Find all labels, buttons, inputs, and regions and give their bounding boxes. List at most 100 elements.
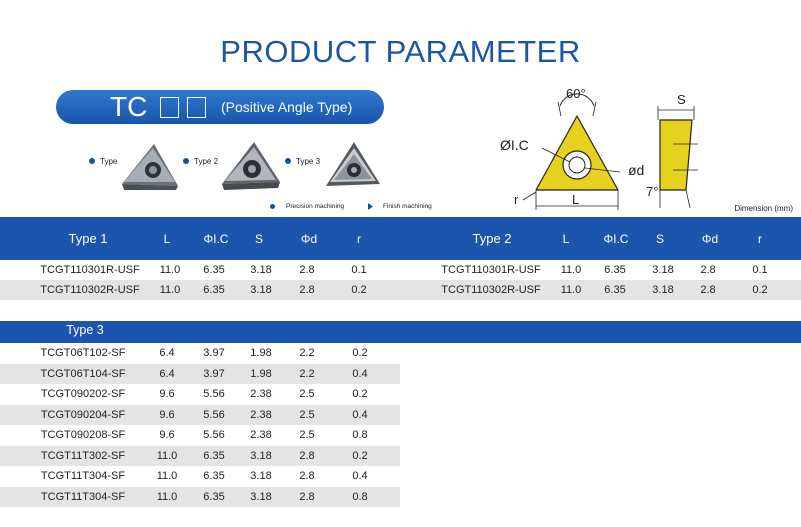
table-cell: 0.4 xyxy=(352,367,368,380)
table-cell: 3.18 xyxy=(652,264,674,276)
table-cell: 2.5 xyxy=(299,388,315,400)
table2-column-header: Φd xyxy=(701,232,719,246)
table-cell: 2.8 xyxy=(299,470,315,482)
type-bullet xyxy=(89,158,95,164)
table-cell: 2.8 xyxy=(299,284,315,296)
table-cell: 2.8 xyxy=(700,284,716,296)
table-cell: 6.4 xyxy=(159,347,175,359)
table-cell: TCGT06T104-SF xyxy=(40,367,126,380)
table-cell: 11.0 xyxy=(156,449,178,462)
table-cell: 6.4 xyxy=(159,367,175,380)
table-cell: 0.8 xyxy=(352,490,368,503)
legend-finish: Finish machining xyxy=(383,203,432,210)
table-cell: 6.35 xyxy=(203,449,225,462)
table-cell: 0.8 xyxy=(352,429,368,441)
type-bullet xyxy=(285,158,291,164)
table-cell: 2.38 xyxy=(250,408,272,421)
table-cell: TCGT090204-SF xyxy=(40,408,126,421)
table-cell: 6.35 xyxy=(203,490,225,503)
table-cell: 3.18 xyxy=(250,264,272,276)
table-cell: 0.2 xyxy=(351,284,367,296)
table-cell: 6.35 xyxy=(604,284,626,296)
table-cell: TCGT11T304-SF xyxy=(40,470,126,482)
table-cell: 9.6 xyxy=(159,408,175,421)
table-cell: 2.8 xyxy=(700,264,716,276)
table-cell: 6.35 xyxy=(203,264,225,276)
table-cell: 0.1 xyxy=(752,264,768,276)
table-cell: 2.8 xyxy=(299,264,315,276)
table-cell: 5.56 xyxy=(203,429,225,441)
table1-column-header: r xyxy=(357,232,361,246)
insert-type1-image xyxy=(122,144,178,190)
insert-dimension-diagram xyxy=(522,93,698,210)
table-cell: 0.4 xyxy=(352,470,368,482)
table-cell: 3.18 xyxy=(250,449,272,462)
table-cell: 6.35 xyxy=(203,284,225,296)
table-cell: 2.8 xyxy=(299,490,315,503)
table-cell: TCGT110302R-USF xyxy=(40,284,140,296)
table-cell: 6.35 xyxy=(203,470,225,482)
finish-triangle-icon xyxy=(368,203,373,210)
table-cell: 3.18 xyxy=(250,470,272,482)
type-badge xyxy=(56,90,384,124)
table3-header: Type 3 xyxy=(66,323,104,337)
table2-column-header: ΦI.C xyxy=(603,232,629,246)
table-cell: 2.2 xyxy=(299,367,315,380)
table-cell: 3.18 xyxy=(652,284,674,296)
l-label: L xyxy=(572,192,580,207)
table1-header: Type 1 xyxy=(68,231,108,246)
table-cell: 1.98 xyxy=(250,367,272,380)
table-row-shade xyxy=(0,486,400,507)
table-cell: TCGT090208-SF xyxy=(40,429,126,441)
badge-code: TC xyxy=(110,91,148,122)
table-cell: TCGT06T102-SF xyxy=(40,347,126,359)
insert-type2-image xyxy=(222,142,280,190)
badge-subtitle: (Positive Angle Type) xyxy=(221,99,353,115)
table-cell: 11.0 xyxy=(560,284,582,296)
table-cell: 11.0 xyxy=(156,470,178,482)
table-cell: 2.38 xyxy=(250,388,272,400)
code-placeholder-box xyxy=(160,97,179,118)
table-cell: 3.97 xyxy=(203,367,225,380)
table-cell: 9.6 xyxy=(159,429,175,441)
table2-column-header: L xyxy=(562,232,570,246)
table-cell: 11.0 xyxy=(159,284,181,296)
table-cell: 11.0 xyxy=(156,490,178,503)
s-label: S xyxy=(677,92,686,107)
table-row-shade xyxy=(0,363,400,384)
table1-column-header: S xyxy=(254,232,263,246)
table-cell: 3.97 xyxy=(203,347,225,359)
type-label: Type xyxy=(100,157,118,166)
header-bar-types-1-2 xyxy=(0,217,801,260)
table-row-shade xyxy=(0,445,400,466)
table-cell: 0.2 xyxy=(352,449,368,462)
table-cell: 0.4 xyxy=(352,408,368,421)
table-cell: TCGT11T302-SF xyxy=(40,449,126,462)
table1-column-header: L xyxy=(163,232,171,246)
table-cell: 5.56 xyxy=(203,408,225,421)
table-cell: 11.0 xyxy=(159,264,181,276)
table2-column-header: S xyxy=(655,232,664,246)
table-cell: 2.5 xyxy=(299,408,315,421)
table-cell: TCGT110301R-USF xyxy=(40,264,140,276)
table1-column-header: ΦI.C xyxy=(203,232,229,246)
table-cell: TCGT090202-SF xyxy=(40,388,126,400)
table2-column-header: r xyxy=(758,232,762,246)
ic-label: ØI.C xyxy=(500,137,529,153)
table-cell: TCGT11T304-SF xyxy=(40,490,126,503)
legend-precision: Precision machining xyxy=(286,203,345,210)
insert-type3-image xyxy=(326,142,380,186)
table-cell: 2.5 xyxy=(299,429,315,441)
table-cell: 0.2 xyxy=(352,347,368,359)
table1-column-header: Φd xyxy=(300,232,318,246)
angle-label: 60° xyxy=(566,86,586,101)
table-row-shade xyxy=(0,404,400,425)
page-title: PRODUCT PARAMETER xyxy=(220,34,581,69)
table-row-shade xyxy=(0,280,400,300)
type-label: Type 3 xyxy=(296,157,321,166)
code-placeholder-box xyxy=(187,97,206,118)
table-cell: 2.2 xyxy=(299,347,315,359)
type-label: Type 2 xyxy=(194,157,219,166)
table-cell: 11.0 xyxy=(560,264,582,276)
header-bar-type-3 xyxy=(0,321,801,343)
